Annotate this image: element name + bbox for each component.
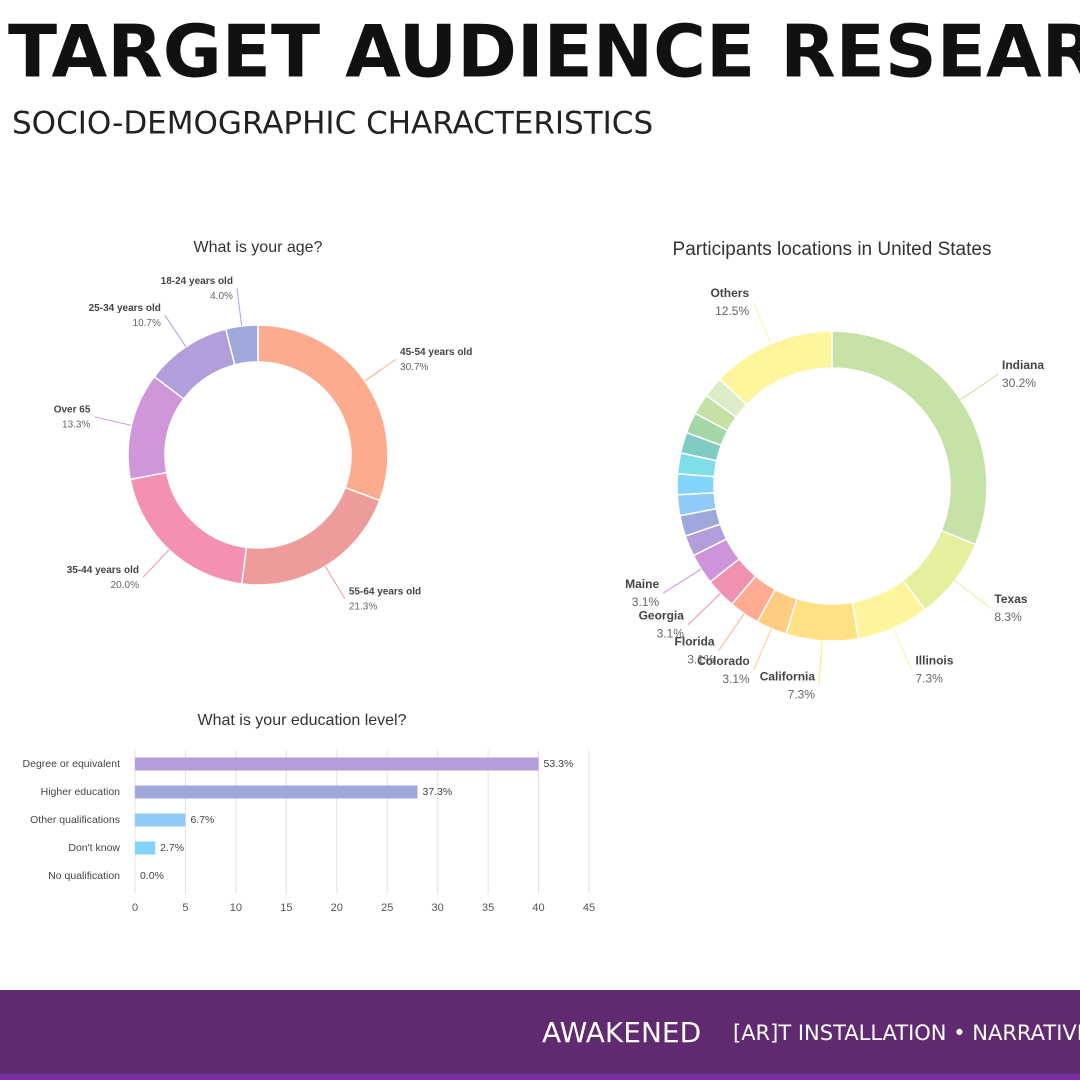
leader-line [960,374,999,400]
slice-value: 3.1% [657,627,685,641]
leader-line [94,416,132,426]
y-tick-label: No qualification [48,870,120,882]
leader-line [164,314,187,348]
slice-value: 13.3% [62,419,90,430]
x-tick-label: 30 [432,902,444,914]
slice-label: Indiana [1002,358,1044,372]
leader-line [893,628,912,670]
slice-label: 35-44 years old [67,565,139,576]
leader-line [954,580,991,609]
slice-label: 45-54 years old [400,347,472,358]
slice-value: 8.3% [994,610,1022,624]
leader-line [662,568,702,594]
slice-value: 21.3% [349,601,377,612]
slice-label: Others [710,286,749,300]
leader-line [752,302,772,344]
slice-label: 25-34 years old [89,303,161,314]
slice-value: 3.1% [687,652,715,666]
slice-label: 18-24 years old [161,276,233,287]
leader-line [687,593,721,626]
footer-strip [0,1074,1080,1080]
donut-slice [831,330,988,546]
donut-slice [718,330,833,406]
chart-title: What is your education level? [198,712,407,729]
x-tick-label: 35 [482,902,494,914]
bar [135,813,186,827]
y-tick-label: Degree or equivalent [23,758,121,770]
bar [135,757,539,771]
slice-value: 10.7% [133,318,161,329]
leader-line [364,358,397,382]
x-tick-label: 10 [230,902,242,914]
donut-slice [257,324,389,502]
slice-label: Maine [625,577,659,591]
leader-line [236,288,243,327]
bar-value-label: 0.0% [140,870,164,882]
chart-title: What is your age? [194,239,323,256]
y-tick-label: Other qualifications [30,814,120,826]
slide-title: TARGET AUDIENCE RESEARCH [8,10,1080,94]
slice-label: Colorado [697,654,750,668]
slice-label: Texas [994,592,1027,606]
leader-line [818,640,823,686]
x-tick-label: 40 [532,902,544,914]
bar-value-label: 6.7% [190,814,214,826]
x-tick-label: 0 [132,902,138,914]
chart-title: Participants locations in United States [673,239,992,260]
leader-line [718,613,745,652]
slice-label: California [760,669,816,683]
slice-label: Illinois [915,653,953,667]
bar [135,841,156,855]
x-tick-label: 45 [583,902,595,914]
donut-slice [785,597,860,642]
donut-slice [129,471,248,585]
leader-line [753,628,772,671]
bar-value-label: 2.7% [160,842,184,854]
bar-value-label: 37.3% [422,786,452,798]
donut-slice [224,324,259,366]
footer-tagline: [AR]T INSTALLATION • NARRATIVE [733,1021,1080,1045]
bar-value-label: 53.3% [544,758,574,770]
slice-label: 55-64 years old [349,586,421,597]
leader-line [324,566,346,600]
slice-value: 7.3% [915,671,943,685]
slice-value: 3.1% [722,672,750,686]
footer-brand: AWAKENED [542,1016,701,1049]
y-tick-label: Higher education [41,786,121,798]
x-tick-label: 20 [331,902,343,914]
slice-value: 7.3% [788,687,816,701]
slice-value: 12.5% [715,304,749,318]
slice-label: Over 65 [54,404,91,415]
x-tick-label: 15 [280,902,292,914]
slice-label: Georgia [639,609,685,623]
slice-value: 20.0% [111,580,139,591]
slice-value: 3.1% [632,595,660,609]
donut-slice [240,486,381,586]
y-tick-label: Don't know [68,842,120,854]
slice-value: 30.7% [400,362,428,373]
x-tick-label: 5 [182,902,188,914]
slide-subtitle: SOCIO-DEMOGRAPHIC CHARACTERISTICS [12,106,653,142]
slice-value: 30.2% [1002,376,1036,390]
slice-value: 4.0% [210,291,233,302]
footer-bar [0,990,1080,1080]
slice-label: Florida [675,634,715,648]
x-tick-label: 25 [381,902,393,914]
leader-line [142,549,170,578]
bar [135,785,418,799]
